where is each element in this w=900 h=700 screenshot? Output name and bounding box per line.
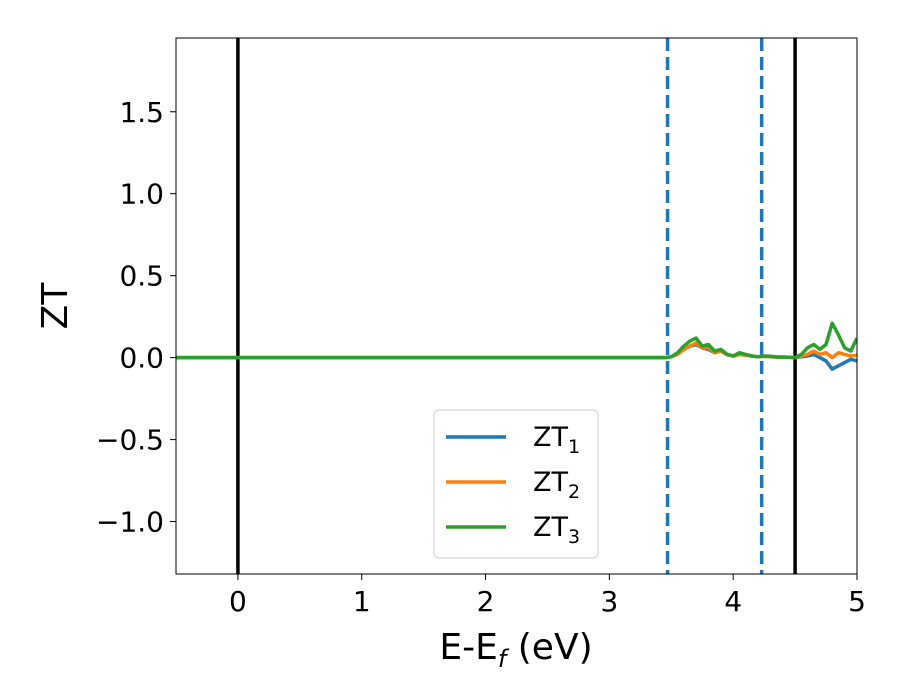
x-tick-label: 3: [600, 585, 618, 618]
plot-frame: [175, 37, 858, 575]
x-tick-label: 0: [229, 585, 247, 618]
plot-content: [176, 38, 857, 574]
y-axis-label: ZT: [35, 282, 76, 330]
legend: ZT1 ZT2 ZT3: [433, 409, 599, 559]
legend-label-3: ZT3: [533, 512, 580, 548]
y-tick-label: 1.0: [119, 178, 164, 211]
x-axis-label-unit: (eV): [506, 627, 592, 668]
x-axis-label-main: E-E: [439, 627, 497, 668]
x-tick-label: 4: [724, 585, 742, 618]
y-tick-label: −0.5: [96, 424, 164, 457]
x-tick-label: 1: [353, 585, 371, 618]
series-line-3: [176, 321, 857, 360]
x-axis-label: E-Ef (eV): [439, 627, 592, 673]
legend-label-2: ZT2: [533, 467, 580, 503]
y-axis: −1.0 −0.5 0.0 0.5 1.0 1.5: [96, 96, 176, 539]
x-tick-label: 5: [848, 585, 866, 618]
x-axis: 0 1 2 3 4 5: [229, 574, 866, 618]
legend-box: [433, 409, 599, 559]
y-tick-label: 0.5: [119, 260, 164, 293]
legend-label-1: ZT1: [533, 422, 580, 458]
y-tick-label: −1.0: [96, 506, 164, 539]
plot-area: [175, 37, 858, 575]
y-tick-label: 0.0: [119, 342, 164, 375]
y-tick-label: 1.5: [119, 96, 164, 129]
x-tick-label: 2: [477, 585, 495, 618]
